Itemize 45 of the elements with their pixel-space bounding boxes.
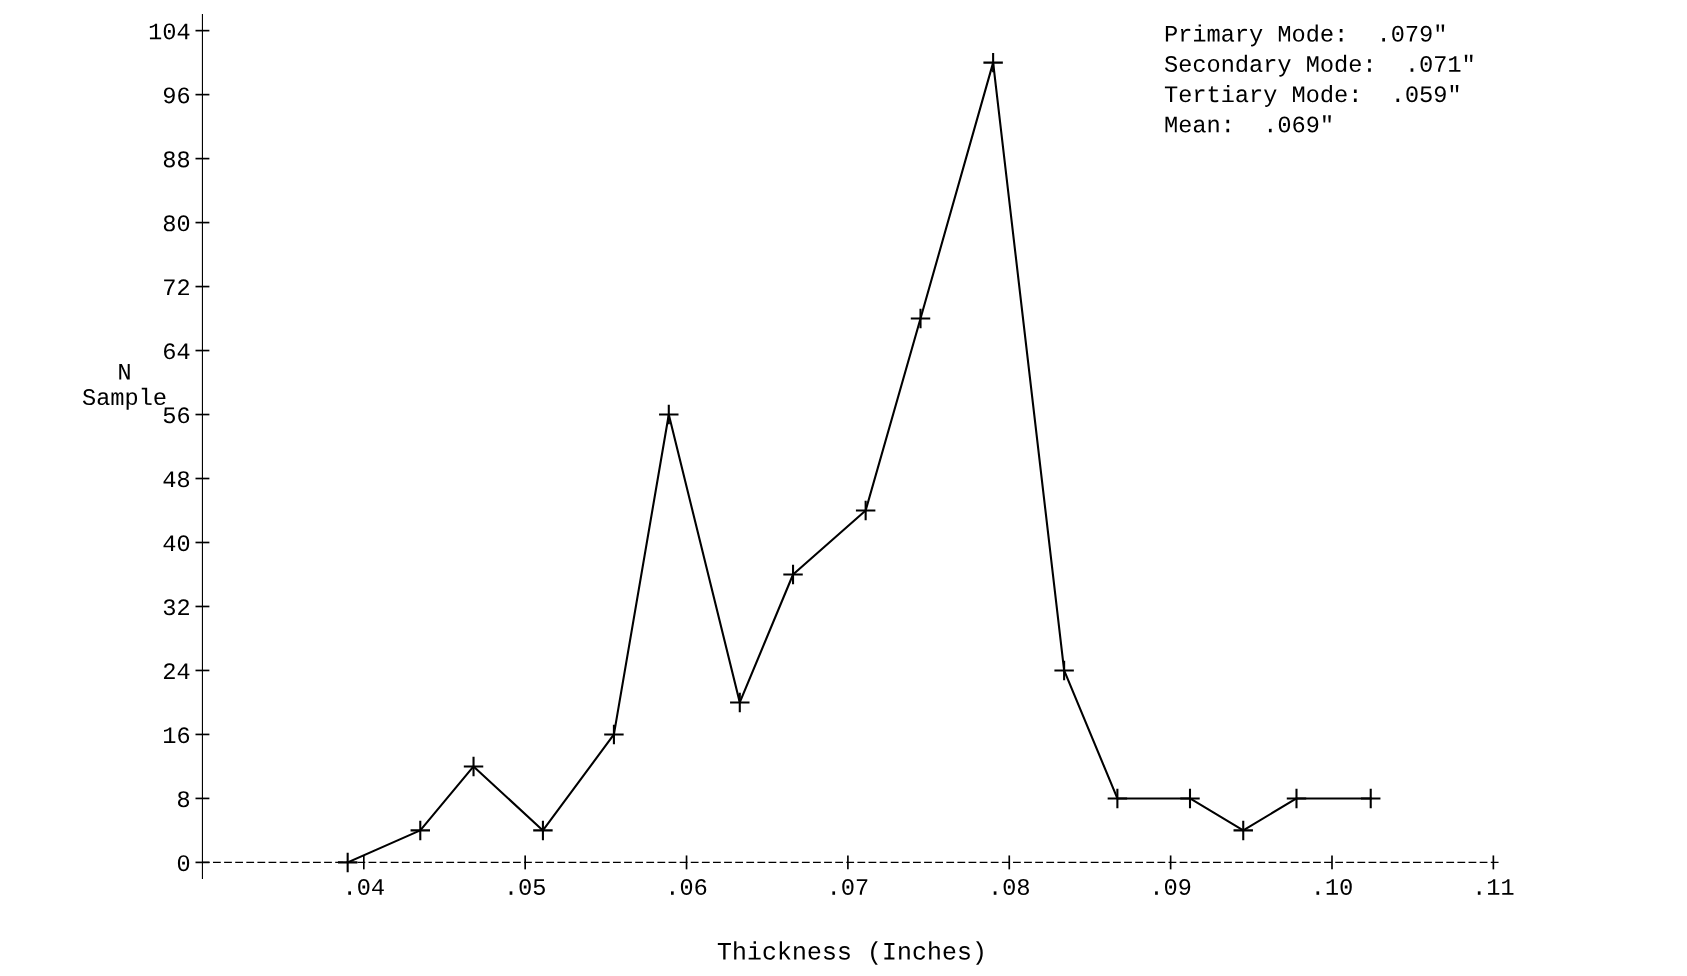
x-tick-label: .11	[1477, 879, 1514, 895]
point	[1106, 787, 1129, 810]
annotation: Mean: .069"	[1165, 115, 1331, 133]
x-tick-label: .05	[509, 879, 545, 896]
annotation: Secondary Mode: .071"	[1164, 54, 1473, 77]
y-tick-label: 104	[149, 23, 190, 40]
point	[909, 307, 932, 330]
point	[336, 851, 359, 874]
y-tick-label: 32	[163, 599, 189, 616]
point	[409, 819, 432, 842]
y-tick-label: 8	[178, 791, 190, 808]
point	[1232, 819, 1255, 842]
x-tick-label: .09	[1155, 879, 1191, 896]
y-tick-label: 64	[164, 343, 190, 360]
x-tick-label: .07	[832, 879, 868, 896]
point	[1179, 787, 1201, 810]
y-tick-label: 0	[177, 855, 190, 872]
y-tick-label: 56	[163, 407, 190, 424]
y-axis-title: N Sample	[82, 363, 166, 410]
y-tick-label: 96	[163, 87, 190, 104]
y-tick-label: 24	[163, 663, 190, 680]
y-tick-label: 72	[164, 279, 189, 296]
x-axis-title: Thickness (Inches)	[717, 941, 983, 965]
point	[854, 499, 877, 522]
point	[462, 755, 485, 778]
y-tick-label: 88	[163, 151, 190, 168]
point	[1285, 787, 1308, 810]
y-tick-label: 40	[163, 535, 190, 552]
point	[782, 563, 804, 586]
y-tick-label: 48	[163, 471, 190, 488]
x-tick-label: .04	[348, 879, 384, 896]
y-tick-label: 80	[163, 215, 190, 232]
point	[658, 403, 680, 426]
point	[532, 819, 554, 842]
x-tick-label: .10	[1316, 879, 1352, 896]
point	[729, 691, 751, 714]
annotation: Primary Mode: .079"	[1165, 24, 1445, 47]
annotation: Tertiary Mode: .059"	[1164, 84, 1459, 107]
y-tick-label: 16	[164, 727, 190, 744]
point	[1359, 787, 1382, 810]
x-tick-label: .08	[993, 879, 1029, 896]
x-tick-label: .06	[671, 879, 707, 896]
point	[982, 51, 1004, 74]
point	[1053, 659, 1075, 682]
point	[603, 723, 625, 746]
